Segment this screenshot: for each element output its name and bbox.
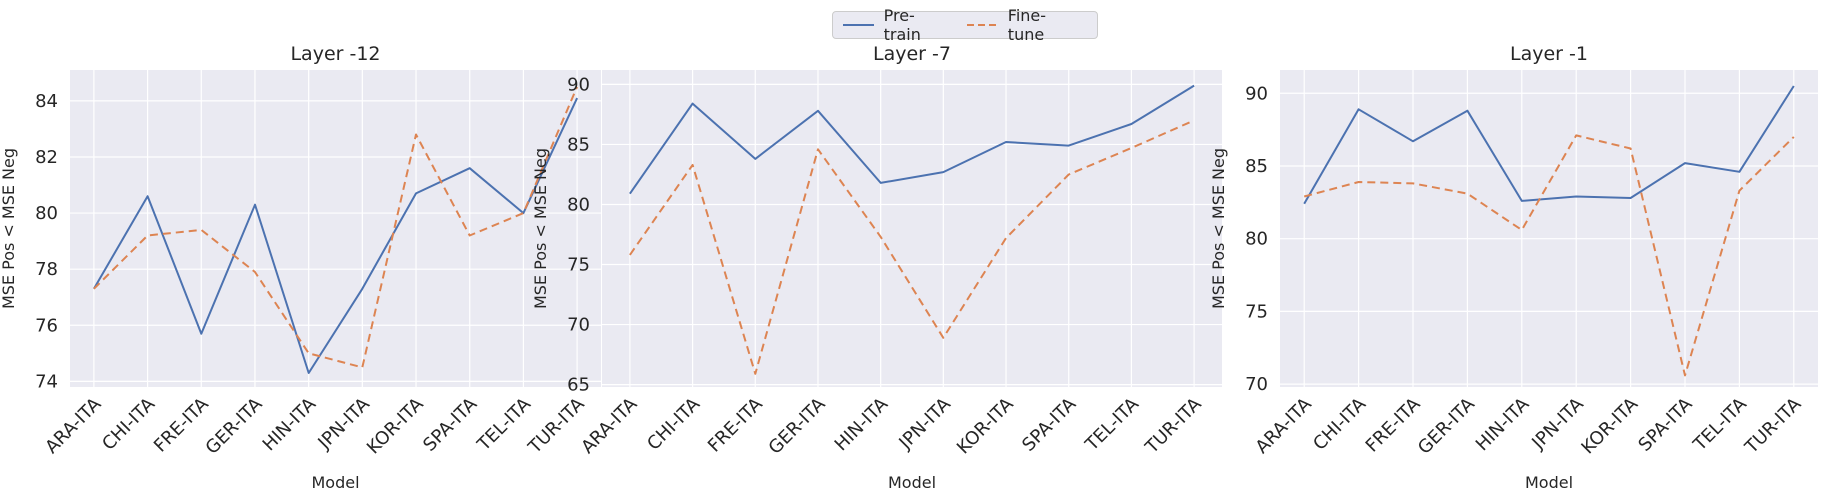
legend-item-finetune: Fine-tune [967, 6, 1075, 44]
series-line-finetune [93, 86, 579, 369]
y-tick-label: 65 [567, 375, 590, 396]
x-tick-label: HIN-ITA [259, 393, 321, 455]
y-tick-label: 76 [35, 315, 58, 336]
x-tick-label: TUR-ITA [1141, 393, 1206, 458]
x-tick-label: KOR-ITA [1577, 393, 1642, 458]
y-tick-label: 80 [1245, 229, 1268, 250]
legend-label-pretrain: Pre-train [883, 6, 921, 44]
y-tick-label: 84 [35, 91, 58, 112]
y-tick-label: 78 [35, 259, 58, 280]
y-tick-label: 75 [1245, 301, 1268, 322]
legend: Pre-train Fine-tune [832, 6, 1098, 44]
chart-panel-2: 65 70 75 80 85 90 ARA-ITA CHI-ITA FRE-ITAGER-ITA… [531, 43, 1222, 492]
chart-title: Layer -12 [290, 43, 380, 65]
legend-line-pretrain-icon [843, 24, 874, 26]
chart-panel-1: 747678808284ARA-ITACHI-ITAFRE-ITAGER-ITA… [0, 43, 601, 492]
x-tick-label: JPN-ITA [895, 393, 956, 454]
series-line-pretrain [93, 97, 579, 374]
x-tick-label: KOR-ITA [953, 393, 1018, 458]
x-tick-label: GER-ITA [1414, 393, 1479, 458]
x-tick-label: FRE-ITA [1362, 393, 1425, 456]
x-tick-label: FRE-ITA [704, 393, 767, 456]
legend-item-pretrain: Pre-train [843, 6, 945, 44]
y-tick-label: 80 [567, 194, 590, 215]
x-axis-label: Model [1525, 473, 1573, 492]
x-tick-label: TUR-ITA [1741, 393, 1806, 458]
series-line-pretrain [1303, 85, 1795, 205]
x-tick-label: SPA-ITA [1018, 393, 1081, 456]
legend-label-finetune: Fine-tune [1007, 6, 1047, 44]
chart-title: Layer -7 [873, 43, 951, 65]
x-tick-label: TEL-ITA [1081, 393, 1144, 456]
x-tick-label: CHI-ITA [643, 393, 704, 454]
y-axis-label: MSE Pos < MSE Neg [0, 148, 18, 309]
y-tick-label: 74 [35, 371, 58, 392]
x-tick-label: CHI-ITA [98, 393, 159, 454]
x-tick-label: TUR-ITA [524, 393, 589, 458]
x-tick-label: SPA-ITA [419, 393, 482, 456]
x-tick-label: GER-ITA [202, 393, 267, 458]
legend-line-finetune-icon [967, 24, 998, 26]
x-tick-label: TEL-ITA [1689, 393, 1752, 456]
y-tick-label: 90 [567, 74, 590, 95]
x-tick-label: CHI-ITA [1309, 393, 1370, 454]
y-tick-label: 70 [1245, 374, 1268, 395]
y-axis-label: MSE Pos < MSE Neg [531, 148, 550, 309]
x-tick-label: HIN-ITA [1472, 393, 1534, 455]
series-line-finetune [1303, 134, 1795, 377]
chart-panel-3: 70 75 80 85 90 ARA-ITACHI-ITAFRE-ITAGER-ITAHI… [1209, 43, 1818, 492]
y-tick-label: 70 [567, 315, 590, 336]
y-tick-label: 90 [1245, 83, 1268, 104]
x-tick-label: GER-ITA [765, 393, 830, 458]
x-tick-label: ARA-ITA [577, 393, 642, 458]
y-tick-label: 85 [567, 134, 590, 155]
y-tick-label: 85 [1245, 156, 1268, 177]
y-tick-label: 82 [35, 147, 58, 168]
y-tick-label: 80 [35, 203, 58, 224]
x-axis-label: Model [888, 473, 936, 492]
plot-area [1280, 70, 1818, 387]
chart-title: Layer -1 [1510, 43, 1588, 65]
plot-area [602, 70, 1222, 387]
x-axis-label: Model [311, 473, 359, 492]
y-tick-label: 75 [567, 255, 590, 276]
series-line-finetune [629, 119, 1195, 375]
y-axis-label: MSE Pos < MSE Neg [1209, 148, 1228, 309]
x-tick-label: ARA-ITA [41, 393, 106, 458]
plot-area [70, 70, 601, 387]
x-tick-label: KOR-ITA [363, 393, 428, 458]
x-tick-label: TEL-ITA [473, 393, 536, 456]
x-tick-label: SPA-ITA [1634, 393, 1697, 456]
x-tick-label: HIN-ITA [831, 393, 893, 455]
series-line-pretrain [629, 84, 1195, 195]
x-tick-label: ARA-ITA [1252, 393, 1317, 458]
